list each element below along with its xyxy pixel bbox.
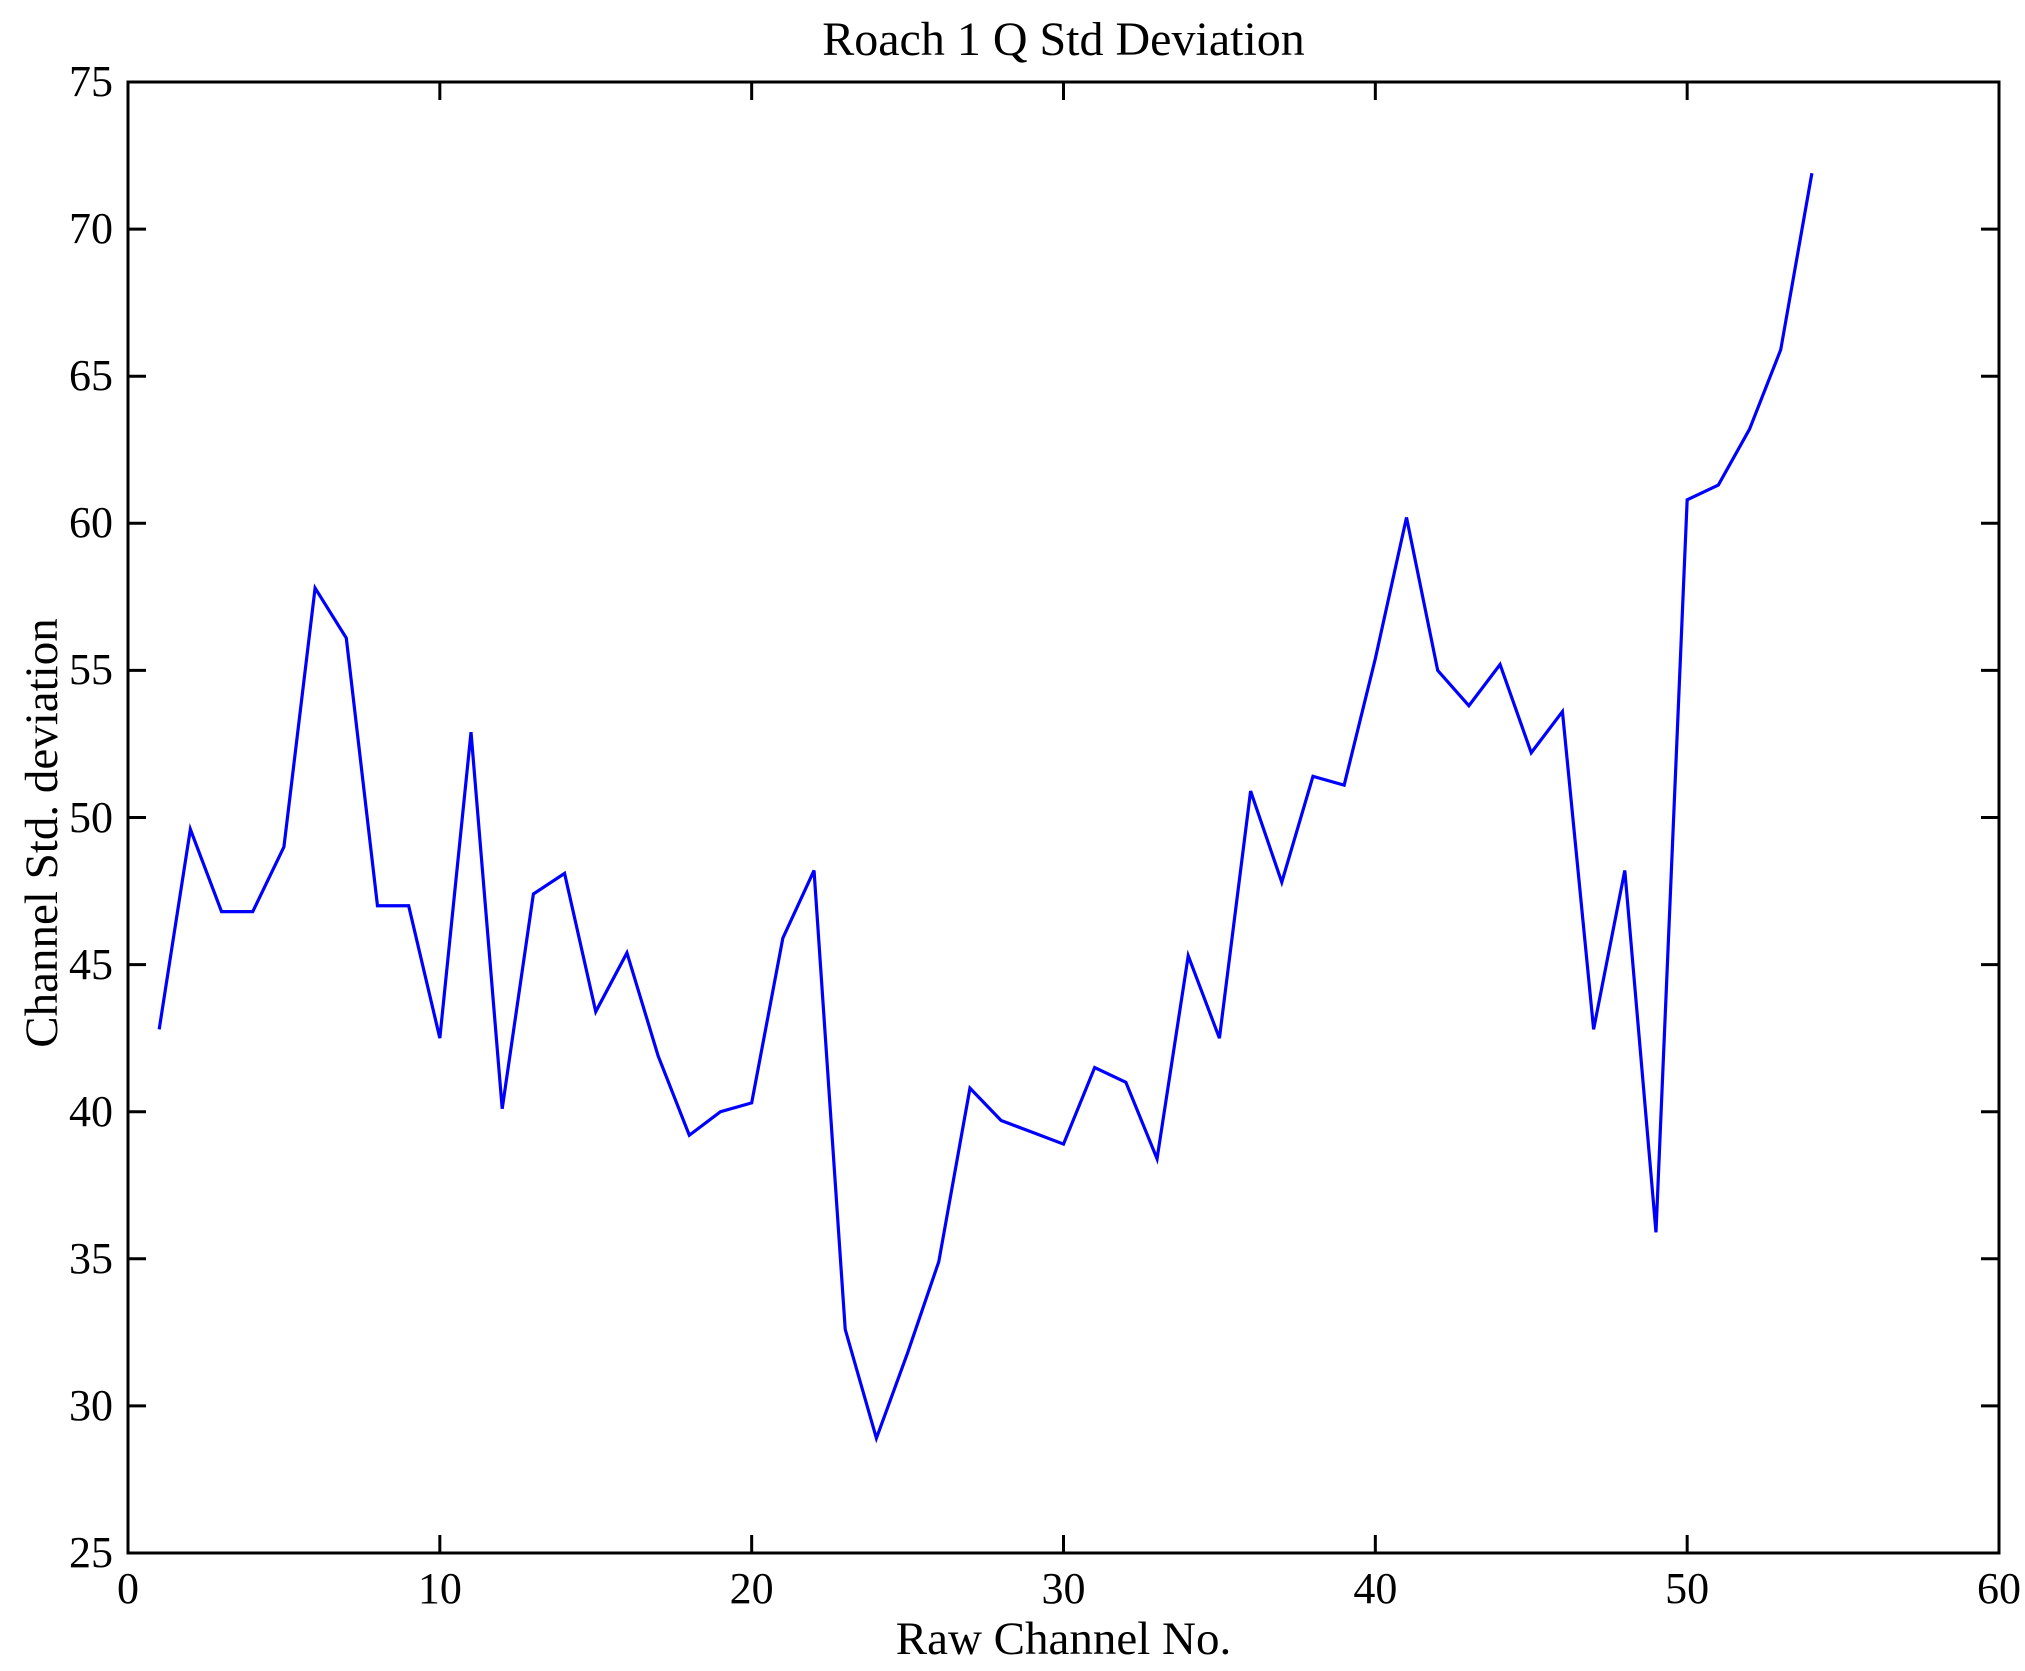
- x-tick-label: 20: [729, 1564, 774, 1613]
- y-tick-label: 25: [69, 1528, 113, 1577]
- y-tick-label: 40: [69, 1086, 113, 1136]
- x-tick-label: 0: [117, 1564, 139, 1613]
- axes-box: [126, 80, 2001, 1555]
- y-tick-label: 65: [69, 351, 113, 401]
- x-tick-label: 50: [1665, 1564, 1710, 1613]
- x-tick-label: 60: [1977, 1564, 2021, 1613]
- y-tick-label: 30: [69, 1380, 113, 1430]
- y-tick-label: 75: [69, 57, 113, 106]
- x-axis-label: Raw Channel No.: [895, 1613, 1232, 1665]
- y-axis-label: Channel Std. deviation: [16, 618, 68, 1048]
- y-tick-label: 50: [69, 792, 113, 842]
- y-tick-label: 70: [69, 204, 113, 254]
- x-tick-label: 30: [1041, 1564, 1086, 1613]
- x-tick-label: 40: [1353, 1564, 1398, 1613]
- data-line-channel-std-deviation: [157, 172, 1814, 1444]
- y-tick-label: 60: [69, 498, 113, 548]
- y-tick-label: 45: [69, 939, 113, 989]
- x-tick-label: 10: [417, 1564, 462, 1613]
- y-tick-label: 55: [69, 645, 113, 695]
- y-tick-label: 35: [69, 1233, 113, 1283]
- chart-title: Roach 1 Q Std Deviation: [822, 13, 1305, 66]
